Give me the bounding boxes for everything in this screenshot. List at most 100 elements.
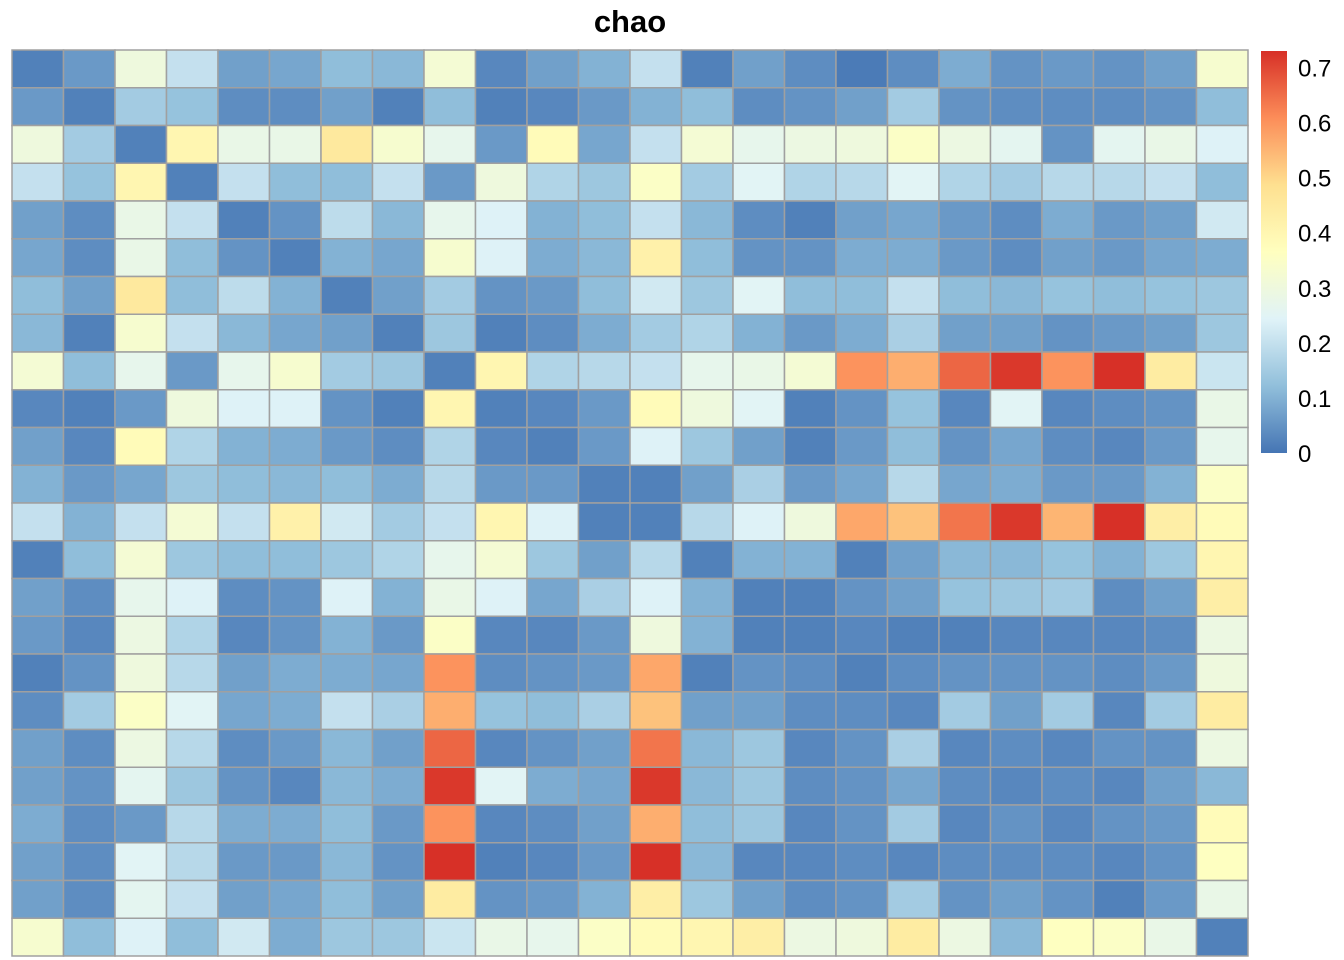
- heatmap-cell-r6-c3: [114, 238, 168, 278]
- heatmap-cell-r24-c22: [1092, 917, 1146, 957]
- heatmap-cell-r19-c13: [629, 728, 683, 768]
- heatmap-cell-r24-c13: [629, 917, 683, 957]
- colorbar-tick-label: 0.3: [1298, 276, 1331, 303]
- heatmap-cell-r8-c10: [474, 313, 528, 353]
- heatmap-cell-r19-c19: [938, 728, 992, 768]
- heatmap-cell-r10-c4: [165, 389, 219, 429]
- heatmap-cell-r14-c2: [62, 540, 116, 580]
- heatmap-cell-r23-c20: [989, 879, 1043, 919]
- heatmap-cell-r7-c7: [320, 275, 374, 315]
- heatmap-cell-r2-c4: [165, 87, 219, 127]
- heatmap-cell-r16-c19: [938, 615, 992, 655]
- heatmap-cell-r17-c21: [1041, 653, 1095, 693]
- heatmap-cell-r23-c22: [1092, 879, 1146, 919]
- heatmap-cell-r3-c21: [1041, 124, 1095, 164]
- heatmap-cell-r15-c7: [320, 577, 374, 617]
- heatmap-cell-r6-c15: [732, 238, 786, 278]
- heatmap-cell-r16-c2: [62, 615, 116, 655]
- heatmap-cell-r1-c17: [835, 49, 889, 89]
- heatmap-cell-r3-c4: [165, 124, 219, 164]
- heatmap-cell-r12-c16: [783, 464, 837, 504]
- heatmap-cell-r4-c12: [577, 162, 631, 202]
- heatmap-cell-r6-c19: [938, 238, 992, 278]
- heatmap-cell-r5-c13: [629, 200, 683, 240]
- heatmap-cell-r5-c1: [11, 200, 65, 240]
- heatmap-cell-r21-c3: [114, 804, 168, 844]
- heatmap-cell-r23-c14: [680, 879, 734, 919]
- heatmap-cell-r8-c16: [783, 313, 837, 353]
- heatmap-cell-r18-c5: [217, 691, 271, 731]
- heatmap-cell-r6-c13: [629, 238, 683, 278]
- heatmap-cell-r11-c24: [1195, 426, 1249, 466]
- heatmap-cell-r22-c19: [938, 842, 992, 882]
- heatmap-cell-r8-c8: [371, 313, 425, 353]
- colorbar-legend: 0 0.1 0.2 0.3 0.4 0.5 0.6 0.7: [1261, 51, 1331, 468]
- heatmap-cell-r4-c7: [320, 162, 374, 202]
- heatmap-cells: [11, 49, 1249, 957]
- heatmap-cell-r10-c6: [268, 389, 322, 429]
- heatmap-cell-r16-c14: [680, 615, 734, 655]
- heatmap-cell-r1-c7: [320, 49, 374, 89]
- heatmap-cell-r8-c7: [320, 313, 374, 353]
- heatmap-cell-r24-c12: [577, 917, 631, 957]
- heatmap-cell-r8-c13: [629, 313, 683, 353]
- heatmap-cell-r22-c17: [835, 842, 889, 882]
- heatmap-cell-r7-c12: [577, 275, 631, 315]
- heatmap-cell-r12-c13: [629, 464, 683, 504]
- heatmap-cell-r8-c4: [165, 313, 219, 353]
- heatmap-cell-r21-c7: [320, 804, 374, 844]
- heatmap-cell-r23-c3: [114, 879, 168, 919]
- heatmap-cell-r11-c2: [62, 426, 116, 466]
- heatmap-cell-r6-c20: [989, 238, 1043, 278]
- heatmap-cell-r22-c18: [886, 842, 940, 882]
- heatmap-cell-r21-c10: [474, 804, 528, 844]
- heatmap-cell-r20-c6: [268, 766, 322, 806]
- heatmap-cell-r6-c2: [62, 238, 116, 278]
- heatmap-cell-r15-c22: [1092, 577, 1146, 617]
- colorbar-tick-label: 0: [1298, 441, 1311, 468]
- heatmap-cell-r24-c2: [62, 917, 116, 957]
- heatmap-cell-r4-c5: [217, 162, 271, 202]
- heatmap-cell-r16-c15: [732, 615, 786, 655]
- heatmap-cell-r18-c15: [732, 691, 786, 731]
- heatmap-cell-r13-c19: [938, 502, 992, 542]
- heatmap-cell-r1-c8: [371, 49, 425, 89]
- heatmap-cell-r2-c11: [526, 87, 580, 127]
- heatmap-cell-r3-c24: [1195, 124, 1249, 164]
- heatmap-cell-r2-c13: [629, 87, 683, 127]
- heatmap-cell-r6-c18: [886, 238, 940, 278]
- heatmap-cell-r10-c7: [320, 389, 374, 429]
- heatmap-cell-r4-c9: [423, 162, 477, 202]
- heatmap-cell-r5-c5: [217, 200, 271, 240]
- colorbar-tick-label: 0.7: [1298, 56, 1331, 83]
- heatmap-cell-r4-c17: [835, 162, 889, 202]
- heatmap-cell-r14-c21: [1041, 540, 1095, 580]
- heatmap-cell-r6-c9: [423, 238, 477, 278]
- heatmap-cell-r3-c10: [474, 124, 528, 164]
- heatmap-cell-r7-c13: [629, 275, 683, 315]
- heatmap-cell-r1-c12: [577, 49, 631, 89]
- heatmap-cell-r2-c8: [371, 87, 425, 127]
- heatmap-cell-r4-c3: [114, 162, 168, 202]
- heatmap-cell-r7-c19: [938, 275, 992, 315]
- heatmap-cell-r1-c18: [886, 49, 940, 89]
- heatmap-cell-r9-c17: [835, 351, 889, 391]
- heatmap-cell-r15-c24: [1195, 577, 1249, 617]
- heatmap-cell-r2-c7: [320, 87, 374, 127]
- heatmap-cell-r18-c9: [423, 691, 477, 731]
- heatmap-cell-r2-c17: [835, 87, 889, 127]
- colorbar-tick-label: 0.1: [1298, 386, 1331, 413]
- heatmap-cell-r24-c6: [268, 917, 322, 957]
- heatmap-cell-r14-c9: [423, 540, 477, 580]
- heatmap-cell-r16-c22: [1092, 615, 1146, 655]
- heatmap-cell-r15-c18: [886, 577, 940, 617]
- heatmap-cell-r24-c14: [680, 917, 734, 957]
- heatmap-cell-r23-c23: [1144, 879, 1198, 919]
- heatmap-cell-r22-c14: [680, 842, 734, 882]
- heatmap-cell-r8-c20: [989, 313, 1043, 353]
- heatmap-cell-r11-c8: [371, 426, 425, 466]
- heatmap-cell-r13-c12: [577, 502, 631, 542]
- heatmap-cell-r18-c13: [629, 691, 683, 731]
- heatmap-cell-r9-c11: [526, 351, 580, 391]
